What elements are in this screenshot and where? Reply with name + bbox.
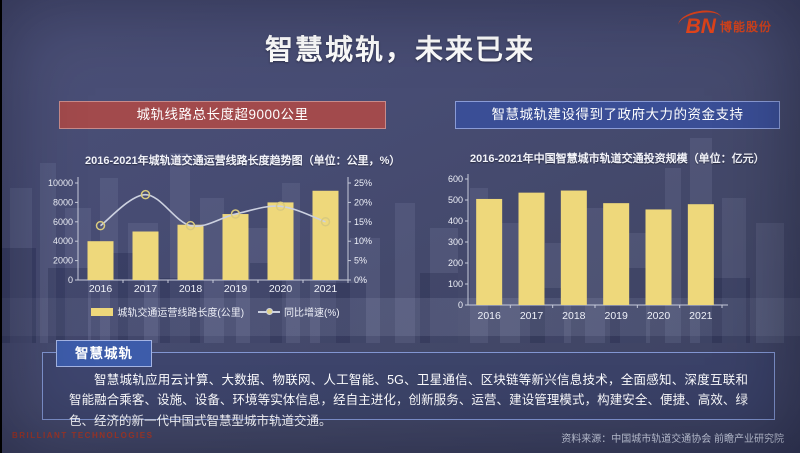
svg-text:10000: 10000 (48, 178, 73, 188)
bar-2020 (645, 209, 672, 305)
info-box-body: 智慧城轨应用云计算、大数据、物联网、人工智能、5G、卫星通信、区块链等新兴信息技… (69, 373, 748, 428)
svg-text:2017: 2017 (134, 283, 158, 295)
svg-text:2021: 2021 (689, 310, 713, 322)
company-logo: BN 博能股份 (686, 16, 772, 37)
svg-text:2020: 2020 (269, 283, 293, 295)
left-chart-title: 2016-2021年城轨道交通运营线路长度趋势图（单位：公里，%） (85, 155, 401, 167)
svg-text:300: 300 (448, 237, 463, 247)
bar-2017 (132, 231, 159, 280)
svg-text:4000: 4000 (53, 236, 73, 246)
bar-2018 (177, 224, 204, 280)
right-headline-banner: 智慧城轨建设得到了政府大力的资金支持 (455, 101, 780, 129)
bar-2021 (687, 204, 714, 305)
svg-text:0%: 0% (354, 275, 367, 285)
svg-text:400: 400 (448, 216, 463, 226)
svg-text:5%: 5% (354, 256, 367, 266)
svg-text:6000: 6000 (53, 217, 73, 227)
bar-2017 (518, 192, 545, 305)
svg-text:200: 200 (448, 258, 463, 268)
legend-item-line: 同比增速(%) (258, 304, 340, 319)
svg-text:500: 500 (448, 195, 463, 205)
svg-text:0: 0 (68, 275, 73, 285)
bar-2019 (222, 214, 249, 280)
svg-text:2000: 2000 (53, 256, 73, 266)
growth-marker-2018 (185, 220, 196, 231)
bar-2016 (87, 241, 114, 280)
bar-swatch-icon (91, 307, 114, 316)
svg-text:2016: 2016 (89, 283, 113, 295)
svg-text:2017: 2017 (520, 310, 544, 322)
svg-text:8000: 8000 (53, 197, 73, 207)
svg-text:2020: 2020 (647, 310, 671, 322)
growth-marker-2019 (230, 209, 241, 219)
slide-title: 智慧城轨，未来已来 (264, 34, 535, 65)
data-source-note: 资料来源：中国城市轨道交通协会 前瞻产业研究院 (561, 434, 784, 445)
bar-2016 (476, 198, 503, 305)
left-headline-banner: 城轨线路总长度超9000公里 (59, 101, 386, 129)
svg-text:2018: 2018 (179, 283, 203, 295)
svg-text:600: 600 (448, 174, 463, 184)
right-chart-title: 2016-2021年中国智慧城市轨道交通投资规模（单位：亿元） (470, 153, 765, 165)
svg-text:2019: 2019 (604, 310, 628, 322)
line-length-trend-chart: 0 2000 4000 6000 8000 10000 0% 5% 10% 15% 20% 25% 20… (48, 177, 372, 295)
left-chart-legend: 城轨交通运营线路长度(公里) 同比增速(%) (48, 304, 383, 319)
growth-marker-2021 (320, 217, 331, 227)
svg-text:2019: 2019 (224, 283, 248, 295)
info-box-tab: 智慧城轨 (56, 340, 152, 367)
legend-bar-label: 城轨交通运营线路长度(公里) (117, 308, 245, 319)
bar-2020 (267, 202, 294, 280)
logo-swoosh-icon: BN (685, 15, 716, 38)
logo-company-name: 博能股份 (719, 20, 772, 34)
svg-text:100: 100 (448, 279, 463, 289)
bar-2019 (603, 203, 630, 305)
bar-2018 (560, 190, 587, 305)
bar-2021 (312, 190, 339, 280)
svg-text:10%: 10% (354, 236, 372, 246)
footer-brand-text: BRILLIANT TECHNOLOGIES (12, 431, 154, 440)
line-marker-icon (258, 308, 281, 315)
svg-text:20%: 20% (354, 197, 372, 207)
svg-text:0: 0 (458, 300, 463, 310)
smart-rail-info-box: 智慧城轨 智慧城轨应用云计算、大数据、物联网、人工智能、5G、卫星通信、区块链等… (42, 340, 775, 428)
growth-marker-2017 (140, 189, 151, 200)
svg-text:25%: 25% (354, 178, 372, 188)
legend-item-bar: 城轨交通运营线路长度(公里) (91, 304, 244, 319)
svg-text:2016: 2016 (477, 310, 501, 322)
growth-marker-2016 (95, 220, 106, 231)
svg-text:2021: 2021 (314, 283, 338, 295)
svg-text:15%: 15% (354, 217, 372, 227)
investment-scale-chart: 0 100 200 300 400 500 600 2016 2017 2018 2019 2020 2… (448, 174, 728, 322)
svg-text:2018: 2018 (562, 310, 586, 322)
growth-marker-2020 (275, 201, 286, 212)
legend-line-label: 同比增速(%) (284, 308, 340, 319)
